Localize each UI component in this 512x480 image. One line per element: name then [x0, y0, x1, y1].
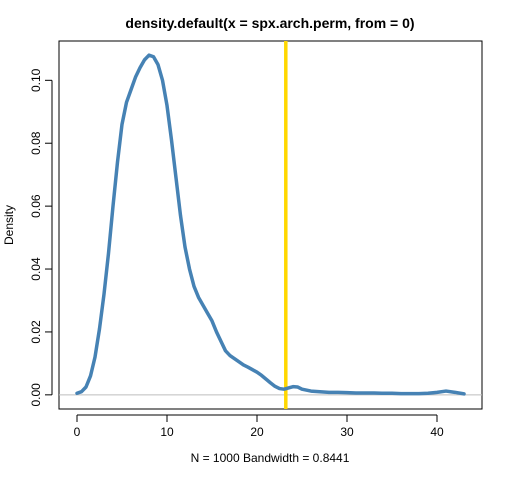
y-tick-label: 0.00 — [29, 383, 43, 407]
plot-frame — [58, 40, 483, 410]
y-axis: 0.00 0.02 0.04 0.06 0.08 0.10 — [29, 68, 53, 407]
x-axis-label: N = 1000 Bandwidth = 0.8441 — [191, 451, 350, 465]
x-tick-label: 30 — [340, 425, 354, 439]
y-tick-label: 0.08 — [29, 131, 43, 155]
density-curve-0 — [75, 53, 466, 396]
series-layer — [75, 53, 466, 396]
y-tick-label: 0.04 — [29, 257, 43, 281]
chart-title: density.default(x = spx.arch.perm, from … — [125, 15, 414, 31]
y-tick-label: 0.06 — [29, 194, 43, 218]
x-tick-label: 40 — [430, 425, 444, 439]
x-axis: 0 10 20 30 40 — [74, 414, 444, 439]
x-tick-label: 10 — [160, 425, 174, 439]
x-tick-label: 20 — [250, 425, 264, 439]
x-tick-label: 0 — [74, 425, 81, 439]
y-tick-label: 0.10 — [29, 68, 43, 92]
y-axis-label: Density — [2, 205, 16, 245]
y-tick-label: 0.02 — [29, 320, 43, 344]
